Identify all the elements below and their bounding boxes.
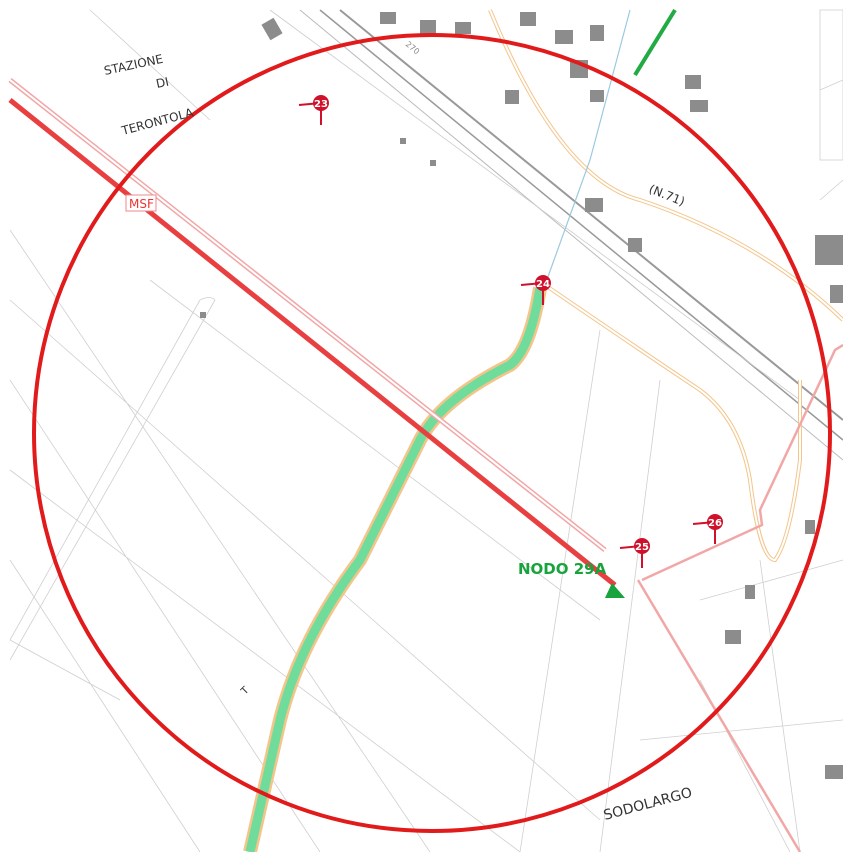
node-marker [605, 583, 625, 598]
marker-label: 24 [536, 279, 550, 290]
marker [634, 538, 650, 554]
buildings [200, 12, 843, 779]
node-label: NODO 29A [518, 560, 607, 578]
place-label: DI [155, 75, 170, 91]
route-north [633, 8, 677, 77]
marker [535, 275, 551, 291]
field-lines [9, 9, 843, 852]
red-line [8, 98, 617, 587]
marker [707, 514, 723, 530]
railway [269, 9, 843, 461]
line-label-box [125, 194, 157, 212]
line-label: MSF [129, 197, 154, 211]
marker-label: 23 [314, 99, 328, 110]
markers: 23 24 25 26 [298, 95, 723, 568]
buffer-circle [32, 33, 832, 833]
marker-label: 26 [708, 518, 722, 529]
route [245, 287, 545, 852]
roads [488, 9, 843, 563]
pink-branches [636, 343, 843, 852]
water-line [544, 9, 631, 286]
pink-line-core [9, 79, 606, 551]
marker-label: 25 [635, 542, 649, 553]
marker [313, 95, 329, 111]
